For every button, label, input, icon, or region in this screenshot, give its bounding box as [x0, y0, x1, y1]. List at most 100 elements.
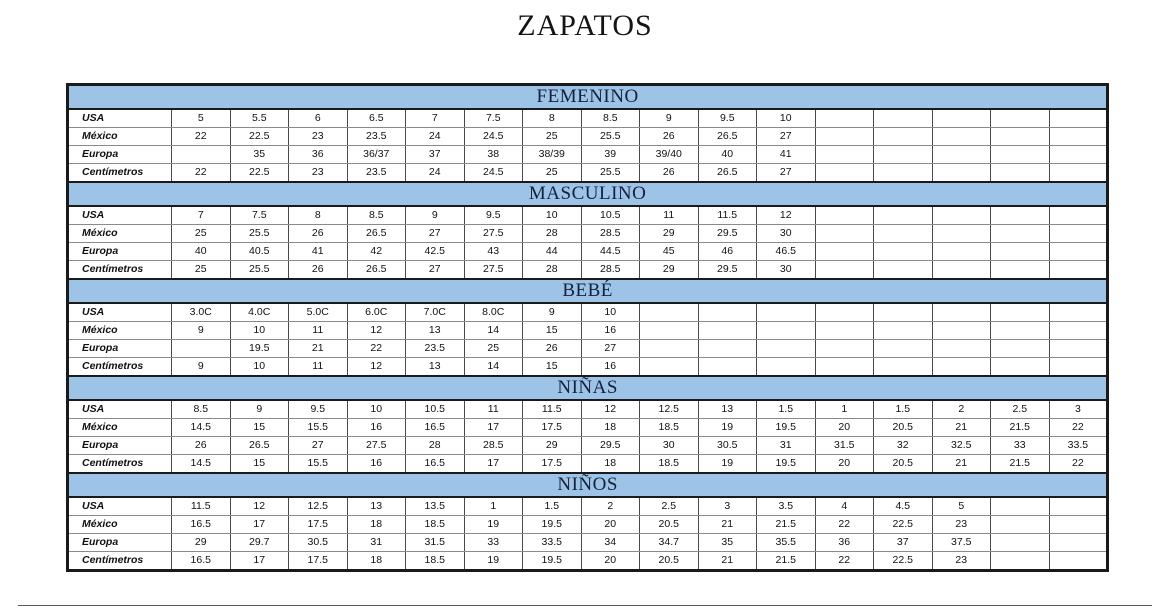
table-cell: 9.5 — [288, 400, 348, 419]
table-cell — [990, 163, 1050, 182]
table-cell — [873, 109, 933, 128]
table-cell: 26 — [171, 436, 231, 455]
row-label-usa: USA — [67, 400, 172, 419]
table-cell — [932, 224, 991, 243]
table-cell: 17.5 — [522, 418, 582, 437]
table-cell: 11 — [288, 357, 348, 376]
table-cell: 21 — [932, 418, 991, 437]
table-cell: 8.0C — [464, 303, 523, 322]
table-row: México 22 22.5 23 23.5 24 24.5 25 25.5 26 26.5 27 — [67, 127, 1108, 146]
table-cell: 22 — [1049, 418, 1108, 437]
table-cell: 11 — [288, 321, 348, 340]
table-cell: 42.5 — [405, 242, 465, 261]
table-cell — [990, 339, 1050, 358]
table-cell: 15 — [522, 357, 582, 376]
table-cell: 5 — [171, 109, 231, 128]
table-cell: 19 — [464, 551, 523, 571]
table-cell — [1049, 163, 1108, 182]
table-cell: 31.5 — [405, 533, 465, 552]
table-cell: 17.5 — [288, 551, 348, 571]
table-cell: 27 — [405, 224, 465, 243]
table-cell: 10.5 — [581, 206, 640, 225]
table-cell: 11.5 — [698, 206, 757, 225]
table-cell — [990, 127, 1050, 146]
table-cell: 17 — [464, 418, 523, 437]
table-cell: 3.0C — [171, 303, 231, 322]
table-cell: 24 — [405, 163, 465, 182]
table-cell — [990, 303, 1050, 322]
table-cell: 20.5 — [873, 418, 933, 437]
table-cell: 17 — [230, 551, 289, 571]
table-cell — [932, 109, 991, 128]
table-cell: 31 — [756, 436, 816, 455]
table-cell: 23 — [932, 515, 991, 534]
table-cell: 16 — [581, 357, 640, 376]
table-cell: 1 — [815, 400, 874, 419]
table-cell — [698, 357, 757, 376]
table-cell: 21 — [698, 515, 757, 534]
table-cell: 6.0C — [347, 303, 406, 322]
table-cell — [990, 145, 1050, 164]
table-cell — [990, 242, 1050, 261]
table-cell: 19 — [464, 515, 523, 534]
table-cell — [815, 109, 874, 128]
table-cell: 5.0C — [288, 303, 348, 322]
table-cell: 2 — [932, 400, 991, 419]
table-row: Centímetros 22 22.5 23 23.5 24 24.5 25 25.5 26 26.… — [67, 163, 1108, 182]
row-label-centmetros: Centímetros — [67, 163, 172, 182]
table-cell: 17 — [230, 515, 289, 534]
table-cell: 14 — [464, 321, 523, 340]
table-cell — [1049, 127, 1108, 146]
table-cell: 22.5 — [230, 127, 289, 146]
table-cell: 9 — [171, 357, 231, 376]
table-cell — [873, 339, 933, 358]
table-cell: 6.5 — [347, 109, 406, 128]
table-cell — [815, 206, 874, 225]
row-label-mxico: México — [67, 127, 172, 146]
row-label-centmetros: Centímetros — [67, 551, 172, 571]
table-cell: 20.5 — [639, 515, 699, 534]
row-label-europa: Europa — [67, 145, 172, 164]
table-cell — [932, 357, 991, 376]
table-cell: 21.5 — [990, 418, 1050, 437]
table-cell — [639, 303, 699, 322]
table-cell: 9 — [639, 109, 699, 128]
table-cell: 12 — [347, 357, 406, 376]
table-cell: 19.5 — [230, 339, 289, 358]
table-cell: 21 — [932, 454, 991, 473]
table-cell: 22 — [1049, 454, 1108, 473]
table-cell: 22 — [171, 163, 231, 182]
table-cell: 7.0C — [405, 303, 465, 322]
table-cell: 38 — [464, 145, 523, 164]
table-cell: 30 — [639, 436, 699, 455]
table-cell: 9.5 — [464, 206, 523, 225]
table-cell: 21 — [288, 339, 348, 358]
table-cell: 23.5 — [405, 339, 465, 358]
table-cell: 22 — [815, 551, 874, 571]
table-cell: 31.5 — [815, 436, 874, 455]
table-cell: 25.5 — [230, 260, 289, 279]
table-cell — [1049, 145, 1108, 164]
table-cell: 25 — [171, 260, 231, 279]
table-cell: 26 — [288, 260, 348, 279]
table-cell: 25 — [522, 163, 582, 182]
table-cell — [815, 321, 874, 340]
table-cell: 39 — [581, 145, 640, 164]
table-cell: 29.5 — [698, 224, 757, 243]
table-cell: 18 — [581, 454, 640, 473]
table-cell: 30 — [756, 260, 816, 279]
table-cell: 21.5 — [756, 551, 816, 571]
table-cell: 16 — [347, 418, 406, 437]
table-cell: 26 — [288, 224, 348, 243]
table-cell: 32.5 — [932, 436, 991, 455]
table-cell: 11 — [464, 400, 523, 419]
table-cell: 20.5 — [873, 454, 933, 473]
table-cell — [990, 321, 1050, 340]
table-cell: 25.5 — [230, 224, 289, 243]
table-cell — [873, 303, 933, 322]
table-cell: 19.5 — [756, 418, 816, 437]
section-header-row: BEBÉ — [67, 278, 1108, 304]
table-cell: 13 — [405, 321, 465, 340]
table-cell: 20 — [581, 515, 640, 534]
table-cell: 37 — [405, 145, 465, 164]
